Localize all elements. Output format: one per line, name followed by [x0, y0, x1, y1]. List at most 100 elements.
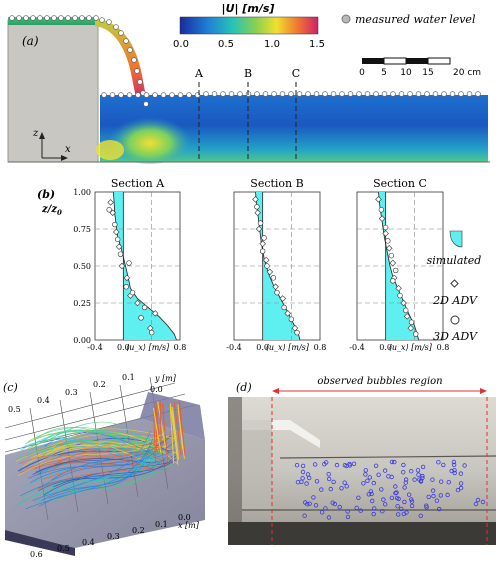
- water-level-marker: [458, 91, 464, 97]
- arrow-head-right: [480, 388, 487, 394]
- bubble-marker: [473, 501, 479, 507]
- bubble-marker: [406, 492, 412, 497]
- adv-3d-point: [413, 331, 419, 337]
- adv-3d-point: [393, 267, 399, 274]
- axis-x-label: x: [65, 144, 71, 155]
- profile-chart-a: Section A -0.4 0.0 0.8 0.00 0.25 0.50 0.75 1.00 ⟨…: [73, 177, 186, 352]
- bubble-marker: [365, 478, 370, 483]
- bubble-marker: [368, 489, 374, 494]
- water-level-marker: [51, 15, 57, 21]
- water-level-marker: [305, 91, 311, 97]
- bubble-marker: [356, 495, 361, 500]
- x-arrow-head: [61, 155, 68, 161]
- bubble-marker: [305, 472, 311, 477]
- bubble-marker: [401, 511, 407, 517]
- water-level-marker: [106, 19, 112, 25]
- weir-block: [7, 19, 99, 163]
- arrow-head-left: [272, 388, 279, 394]
- bubble-marker: [344, 484, 349, 489]
- bubble-marker: [402, 499, 407, 505]
- weir-wall: [242, 420, 272, 510]
- profile-charts: Section A -0.4 0.0 0.8 0.00 0.25 0.50 0.75 1.00 ⟨…: [73, 177, 449, 352]
- legend-simulated-label: simulated: [427, 254, 482, 267]
- water-level-marker: [262, 91, 269, 97]
- water-level-marker: [220, 91, 226, 97]
- bubble-marker: [371, 480, 376, 486]
- bubble-marker: [462, 463, 467, 468]
- adv-2d-point: [112, 228, 120, 236]
- scale-tick-2: 10: [400, 68, 412, 78]
- adv-2d-point: [389, 259, 397, 267]
- bubble-marker: [382, 468, 388, 473]
- x-tick-label: 0.0: [117, 343, 130, 352]
- bubble-marker: [430, 477, 435, 482]
- adv-3d-point: [112, 221, 118, 228]
- adv-3d-point: [390, 278, 396, 284]
- panel-a: A B C (a) z x |U| [m/s] 0.0 0.5 1.0 1.5 …: [7, 2, 490, 164]
- water-level-marker: [143, 101, 149, 107]
- panel-c: (c) y [m] x [m] 0.5 0.4 0.3 0.2 0.1 0.0 …: [3, 373, 205, 559]
- bubble-marker: [300, 469, 306, 475]
- water-level-marker: [135, 92, 141, 98]
- bubble-marker: [403, 477, 409, 482]
- water-level-marker: [127, 47, 133, 53]
- adv-2d-point: [382, 230, 389, 237]
- streamline: [26, 440, 162, 462]
- bubble-marker: [370, 498, 375, 504]
- water-level-marker: [381, 91, 388, 97]
- water-level-marker: [113, 24, 119, 30]
- water-level-marker: [432, 91, 439, 97]
- bubble-marker: [369, 491, 374, 497]
- bubble-marker: [420, 464, 426, 470]
- bubble-marker: [347, 461, 352, 467]
- profile-chart-c: Section C -0.4 0.0 0.8 ⟨u_x⟩ [m/s]: [349, 177, 449, 352]
- bubble-marker: [323, 506, 328, 511]
- jet-streamline: [178, 402, 186, 456]
- x-axis-label: ⟨u_x⟩ [m/s]: [126, 343, 170, 352]
- scale-seg-1: [362, 58, 384, 64]
- bubble-marker: [307, 501, 312, 506]
- y-tick-label: 0.00: [73, 336, 91, 345]
- bubble-marker: [409, 503, 415, 509]
- water-level-marker: [58, 15, 64, 21]
- bubble-marker: [399, 506, 404, 512]
- bubble-marker: [361, 481, 366, 486]
- bubble-marker: [379, 487, 384, 492]
- bubble-marker: [426, 494, 431, 500]
- adv-2d-point: [107, 199, 114, 206]
- adv-3d-point: [397, 292, 403, 299]
- bubble-marker: [389, 459, 395, 465]
- water-level-marker: [101, 92, 107, 98]
- adv-3d-point: [294, 329, 300, 336]
- adv-3d-point: [388, 252, 395, 259]
- bubble-marker: [403, 480, 408, 485]
- colorbar-title: |U| [m/s]: [222, 2, 275, 15]
- bubble-marker: [452, 470, 457, 476]
- adv-2d-point: [262, 256, 270, 264]
- c-xtick-0: 0.6: [30, 550, 43, 559]
- bubble-marker: [299, 479, 304, 484]
- bubble-marker: [445, 492, 450, 498]
- scale-seg-3: [406, 58, 428, 64]
- plume-core: [96, 140, 124, 160]
- streamline: [53, 459, 176, 488]
- adv-2d-point: [259, 240, 266, 248]
- bubble-marker: [300, 463, 306, 469]
- scale-tick-3: 15: [422, 68, 433, 78]
- bubble-marker: [409, 469, 414, 474]
- adv-3d-point: [261, 235, 267, 241]
- water-level-marker: [118, 92, 124, 98]
- water-level-marker: [475, 91, 481, 97]
- water-level-marker: [296, 91, 303, 97]
- streamline: [37, 459, 176, 490]
- y-tick-label: 1.00: [73, 188, 91, 197]
- bubble-marker: [402, 485, 407, 490]
- jet-streamline: [169, 406, 175, 464]
- c-xtick-4: 0.2: [132, 526, 145, 535]
- impingement-plume: [108, 112, 192, 164]
- bubble-marker: [366, 492, 371, 497]
- simulated-profile-line: [113, 191, 177, 341]
- chart-title: Section B: [250, 177, 303, 190]
- bubble-marker: [437, 506, 442, 512]
- adv-3d-point: [257, 220, 264, 226]
